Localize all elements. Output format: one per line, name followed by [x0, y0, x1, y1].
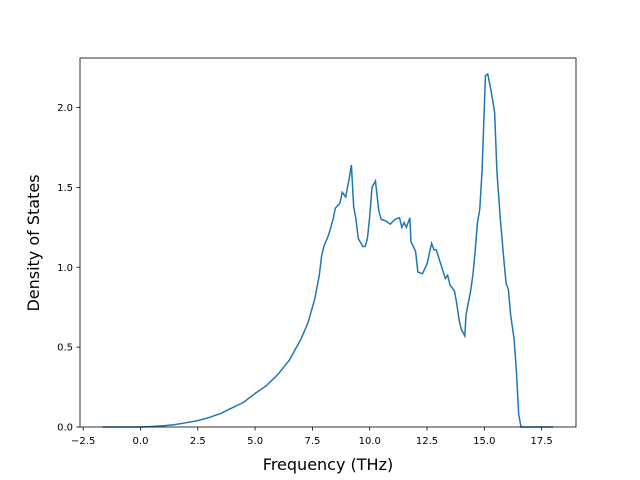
x-tick-label: 2.5: [190, 436, 206, 447]
line-series: [102, 72, 554, 428]
x-tick-label: 5.0: [247, 436, 263, 447]
x-tick-label: 12.5: [416, 436, 438, 447]
x-tick-label: 17.5: [530, 436, 552, 447]
y-tick-label: 0.0: [57, 423, 73, 434]
x-axis-label: Frequency (THz): [263, 455, 393, 474]
y-axis-label: Density of States: [24, 174, 43, 311]
plot-frame: [79, 57, 577, 428]
x-tick-label: 0.0: [133, 436, 149, 447]
y-tick-label: 2.0: [57, 103, 73, 114]
y-tick-label: 0.5: [57, 343, 73, 354]
x-tick-label: 7.5: [304, 436, 320, 447]
x-tick-label: −2.5: [71, 436, 95, 447]
y-tick-label: 1.5: [57, 183, 73, 194]
x-tick-label: 15.0: [473, 436, 495, 447]
y-tick-label: 1.0: [57, 263, 73, 274]
x-tick-label: 10.0: [359, 436, 381, 447]
